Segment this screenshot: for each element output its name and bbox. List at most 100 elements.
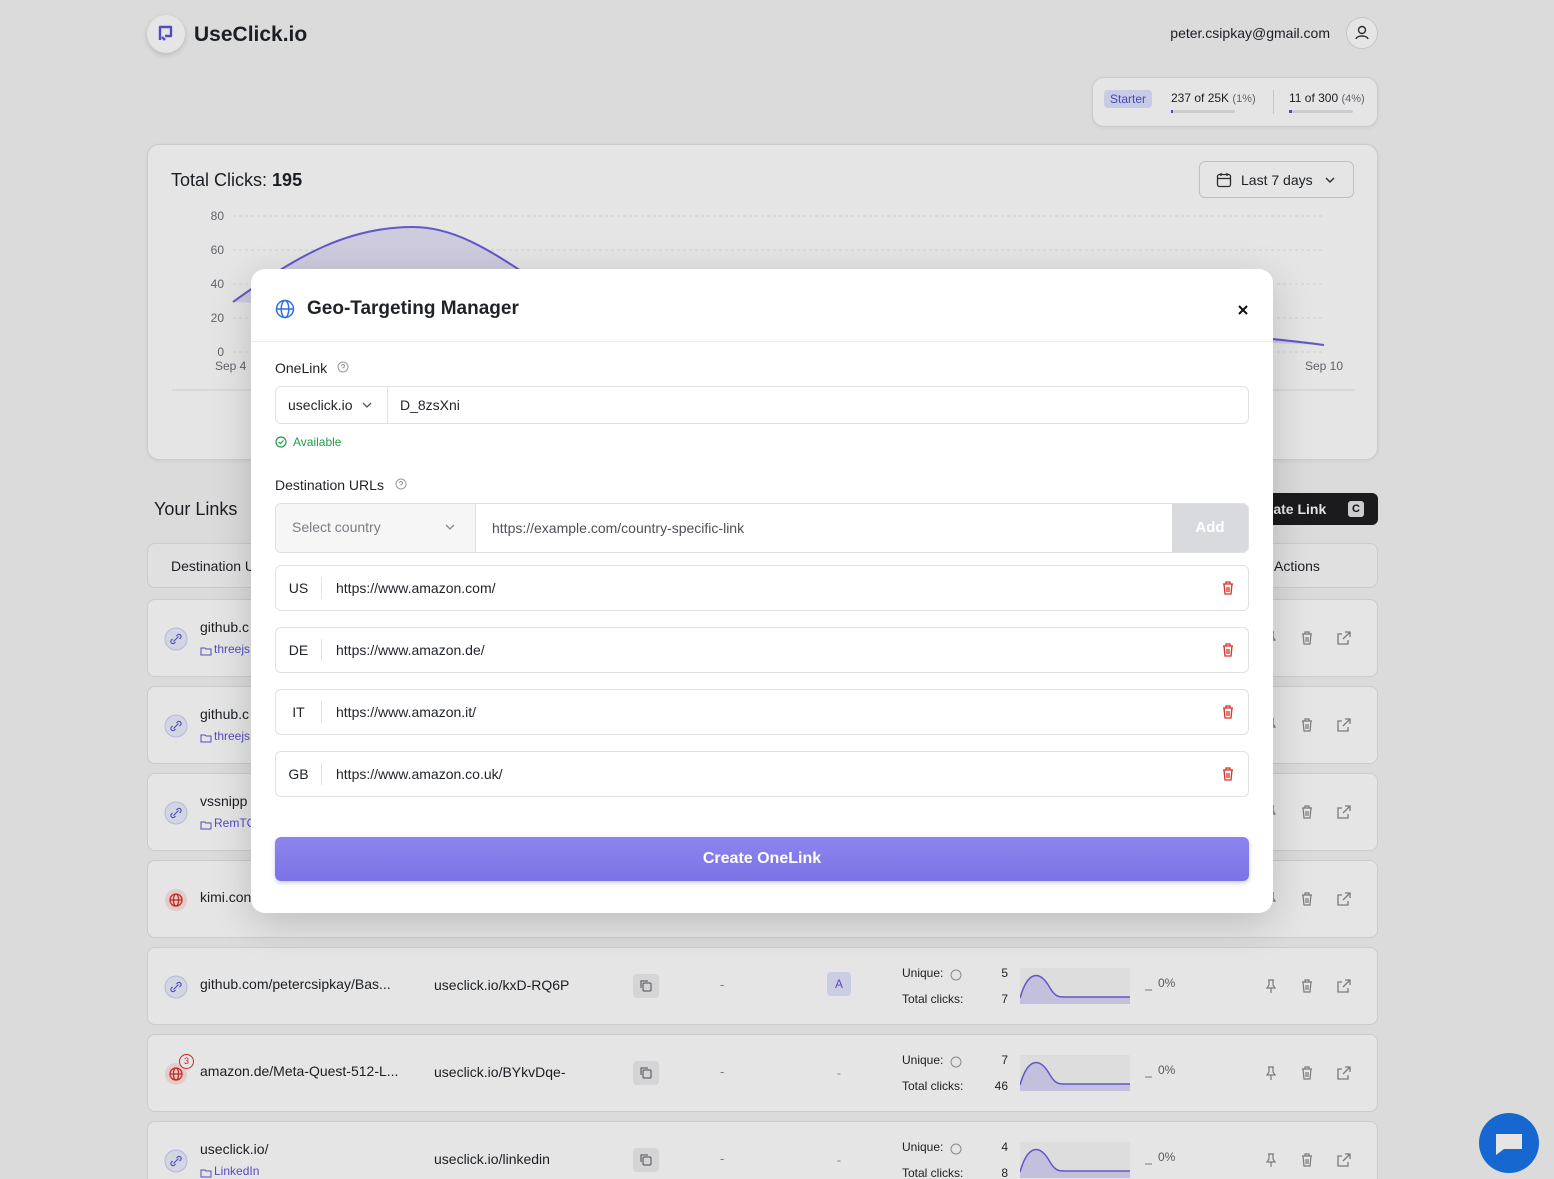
geo-count-badge: 3 (179, 1054, 194, 1069)
logo[interactable] (147, 15, 185, 53)
pin-button[interactable] (1264, 978, 1278, 994)
destination[interactable]: amazon.de/Meta-Quest-512-L... (200, 1063, 399, 1079)
open-button[interactable] (1336, 717, 1352, 733)
destination[interactable]: vssnipp (200, 793, 248, 809)
delete-button[interactable] (1300, 978, 1314, 994)
delete-button-graphic (1302, 805, 1312, 819)
delete-button[interactable] (1300, 630, 1314, 646)
date: - (720, 1151, 725, 1166)
trend-icon (1144, 981, 1154, 991)
open-button[interactable] (1336, 891, 1352, 907)
link-icon (164, 627, 188, 651)
country-select[interactable]: Select country (276, 504, 476, 552)
open-button[interactable] (1336, 978, 1352, 994)
x-label: Sep 4 (215, 359, 247, 373)
link-icon-graphic (164, 975, 188, 999)
link-row[interactable]: 3 amazon.de/Meta-Quest-512-L... useclick.i… (147, 1034, 1378, 1112)
x-label: Sep 10 (1305, 359, 1344, 373)
link-icon (164, 975, 188, 999)
destination[interactable]: github.com/petercsipkay/Bas... (200, 976, 391, 992)
short-link[interactable]: useclick.io/BYkvDqe- (434, 1064, 566, 1080)
folder[interactable]: RemTC (214, 816, 256, 830)
help-icon (950, 968, 962, 981)
delete-entry-button[interactable] (1221, 704, 1235, 720)
domain-select[interactable]: useclick.io (276, 387, 388, 423)
total-label: Total clicks: (902, 992, 964, 1006)
delete-entry-button[interactable] (1221, 642, 1235, 658)
date: - (720, 1064, 725, 1079)
total-label: Total Clicks: (171, 170, 268, 190)
chevron (1325, 177, 1335, 183)
open-button-graphic (1337, 1066, 1351, 1080)
copy-button[interactable] (633, 1148, 659, 1172)
copy-button[interactable] (633, 1061, 659, 1085)
help-icon-graphic (950, 969, 962, 981)
close-button[interactable] (1235, 302, 1251, 318)
delete-entry-button[interactable] (1221, 580, 1235, 596)
brand[interactable]: UseClick.io (194, 23, 308, 46)
pin-button[interactable] (1264, 1065, 1278, 1081)
short-link[interactable]: useclick.io/linkedin (434, 1151, 550, 1167)
country-code: IT (292, 704, 305, 720)
add-button[interactable]: Add (1172, 504, 1248, 552)
open-button-graphic (1337, 979, 1351, 993)
destination[interactable]: kimi.con (200, 889, 252, 905)
delete-button[interactable] (1300, 1065, 1314, 1081)
delete-entry-button-graphic (1223, 643, 1233, 657)
clicks-count: 237 of 25K (1171, 91, 1230, 105)
open-button[interactable] (1336, 804, 1352, 820)
short-link[interactable]: useclick.io/kxD-RQ6P (434, 977, 570, 993)
date-range-button[interactable]: Last 7 days (1199, 161, 1354, 198)
open-button[interactable] (1336, 630, 1352, 646)
divider (321, 763, 322, 785)
total-value: 195 (272, 170, 303, 190)
change: 0% (1158, 1150, 1176, 1164)
destination-entry: IT https://www.amazon.it/ (275, 689, 1249, 735)
delete-button[interactable] (1300, 891, 1314, 907)
geo-modal: Geo-Targeting Manager OneLink useclick.i… (251, 269, 1273, 913)
destination[interactable]: useclick.io/ (200, 1141, 269, 1157)
onelink-label: OneLink (275, 360, 328, 376)
link-row[interactable]: github.com/petercsipkay/Bas... useclick.i… (147, 947, 1378, 1025)
create-onelink-label: Create OneLink (702, 850, 822, 867)
delete-entry-button[interactable] (1221, 766, 1235, 782)
add-label: Add (1195, 519, 1225, 536)
delete-button[interactable] (1300, 1152, 1314, 1168)
open-button[interactable] (1336, 1152, 1352, 1168)
destination-input: Select country https://example.com/count… (275, 503, 1249, 553)
create-onelink-button[interactable]: Create OneLink (275, 837, 1249, 881)
destination[interactable]: github.c (200, 706, 250, 722)
unique-value: 7 (1001, 1053, 1008, 1067)
overview-title: Total Clicks: 195 (171, 170, 302, 191)
delete-button[interactable] (1300, 717, 1314, 733)
avatar-button[interactable] (1346, 17, 1378, 49)
help-icon (950, 1055, 962, 1068)
country-code: GB (288, 766, 309, 782)
help-icon[interactable] (395, 478, 407, 490)
destination[interactable]: github.c (200, 619, 250, 635)
url-input[interactable]: https://example.com/country-specific-lin… (492, 520, 745, 536)
unique-label: Unique: (902, 1053, 944, 1067)
pin-button[interactable] (1264, 1152, 1278, 1168)
folder-icon-graphic (200, 1169, 212, 1178)
help-icon[interactable] (337, 361, 349, 373)
folder[interactable]: threejs (214, 642, 251, 656)
link-row[interactable]: useclick.io/LinkedIn useclick.io/linkedin… (147, 1121, 1378, 1179)
link-icon (164, 1149, 188, 1173)
copy-button-graphic (640, 1154, 652, 1166)
open-button[interactable] (1336, 1065, 1352, 1081)
chat-icon (1496, 1134, 1522, 1155)
folder[interactable]: LinkedIn (214, 1164, 260, 1178)
destination-entry: GB https://www.amazon.co.uk/ (275, 751, 1249, 797)
folder[interactable]: threejs (214, 729, 251, 743)
entry-url: https://www.amazon.co.uk/ (336, 766, 503, 782)
date: - (720, 977, 725, 992)
sparkline-graphic (1019, 975, 1130, 1004)
delete-button[interactable] (1300, 804, 1314, 820)
copy-button[interactable] (633, 974, 659, 998)
open-button-graphic (1337, 805, 1351, 819)
slug-input[interactable]: D_8zsXni (400, 397, 460, 413)
link-icon-graphic (164, 714, 188, 738)
help-icon (950, 1142, 962, 1155)
chat-button[interactable] (1479, 1113, 1539, 1173)
